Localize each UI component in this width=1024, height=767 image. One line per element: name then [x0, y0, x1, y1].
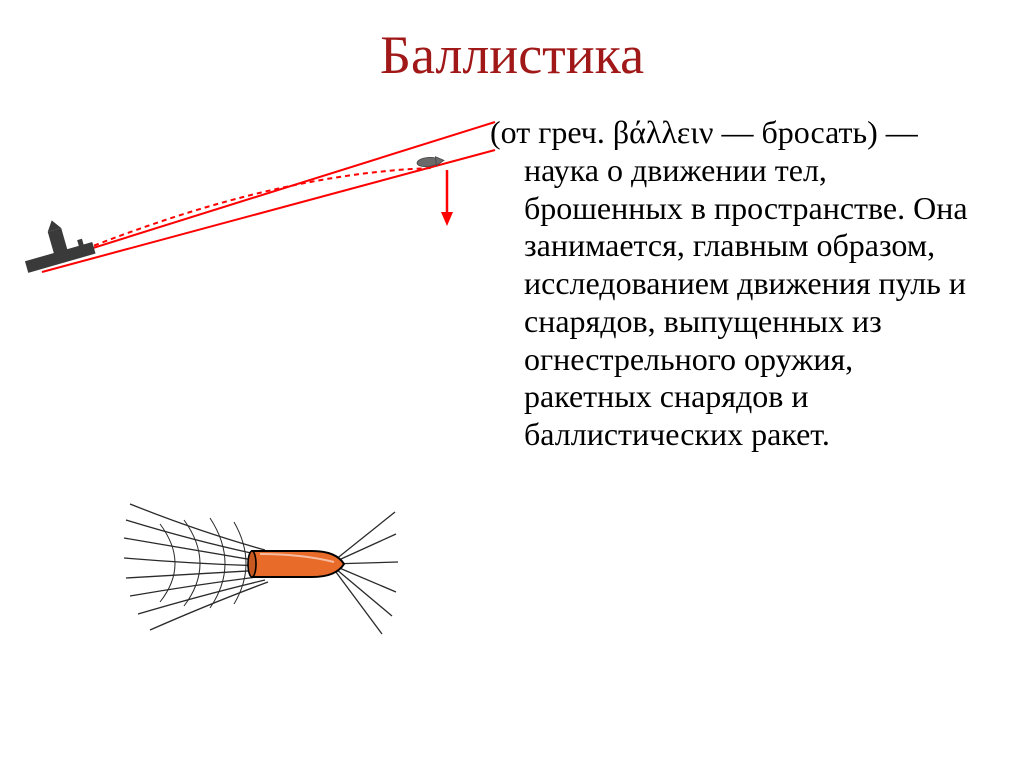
line-of-sight — [42, 122, 495, 264]
bullet-icon — [417, 156, 445, 168]
bullet-shockwave-diagram — [120, 484, 400, 644]
trajectory-diagram — [0, 104, 500, 324]
gravity-arrow-icon — [441, 170, 453, 226]
content-row: (от греч. βάλλειν — бросать) — наука о д… — [40, 104, 984, 454]
illustrations-column — [40, 104, 470, 454]
gun-sight-icon — [16, 211, 95, 273]
bullet-body-icon — [248, 551, 344, 577]
page-title: Баллистика — [40, 24, 984, 86]
text-column: (от греч. βάλλειν — бросать) — наука о д… — [490, 104, 984, 454]
definition-paragraph: (от греч. βάλλειν — бросать) — наука о д… — [490, 114, 984, 454]
